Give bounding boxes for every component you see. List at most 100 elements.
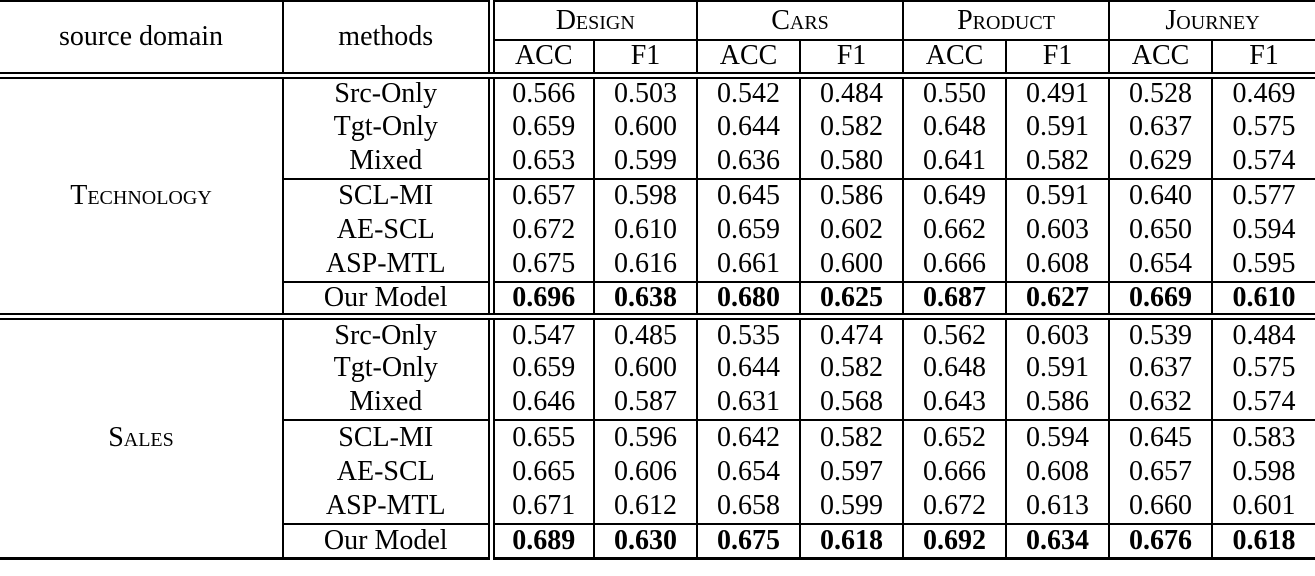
- acc-value-cell: 0.675: [487, 247, 594, 282]
- f1-value-cell: 0.634: [1005, 522, 1110, 558]
- acc-value-cell: 0.637: [1108, 351, 1213, 386]
- acc-value-cell: 0.687: [902, 281, 1007, 320]
- acc-header: ACC: [902, 40, 1007, 79]
- method-cell: AE-SCL: [282, 454, 491, 489]
- f1-value-cell: 0.591: [1005, 109, 1110, 144]
- f1-value-cell: 0.469: [1211, 75, 1315, 110]
- f1-value-cell: 0.583: [1211, 419, 1315, 455]
- table-row: Tgt-Only 0.659 0.600 0.644 0.582 0.648 0.591 0.…: [0, 109, 1315, 144]
- f1-value-cell: 0.597: [799, 454, 904, 489]
- f1-value-cell: 0.610: [1211, 281, 1315, 320]
- acc-value-cell: 0.661: [696, 247, 801, 282]
- table-row: Mixed 0.653 0.599 0.636 0.580 0.641 0.582 0.629…: [0, 144, 1315, 179]
- acc-value-cell: 0.675: [696, 522, 801, 558]
- f1-value-cell: 0.594: [1005, 419, 1110, 455]
- acc-value-cell: 0.654: [696, 454, 801, 489]
- f1-header: F1: [799, 40, 904, 79]
- acc-value-cell: 0.654: [1108, 247, 1213, 282]
- acc-value-cell: 0.696: [487, 281, 594, 320]
- method-cell: Tgt-Only: [282, 109, 491, 144]
- acc-value-cell: 0.692: [902, 522, 1007, 558]
- acc-value-cell: 0.689: [487, 522, 594, 558]
- f1-value-cell: 0.613: [1005, 489, 1110, 524]
- acc-header: ACC: [1108, 40, 1213, 79]
- acc-value-cell: 0.636: [696, 144, 801, 179]
- acc-value-cell: 0.649: [902, 177, 1007, 213]
- f1-value-cell: 0.574: [1211, 385, 1315, 420]
- f1-value-cell: 0.603: [1005, 316, 1110, 351]
- acc-value-cell: 0.655: [487, 419, 594, 455]
- acc-value-cell: 0.629: [1108, 144, 1213, 179]
- acc-value-cell: 0.637: [1108, 109, 1213, 144]
- group-header-row: source domain methods Design Cars Produc…: [0, 1, 1315, 79]
- f1-value-cell: 0.587: [592, 385, 698, 420]
- f1-value-cell: 0.485: [592, 316, 698, 351]
- table-row: Technology Src-Only 0.566 0.503 0.542 0.484 0.…: [0, 75, 1315, 320]
- f1-value-cell: 0.503: [592, 75, 698, 110]
- acc-value-cell: 0.648: [902, 109, 1007, 144]
- acc-value-cell: 0.631: [696, 385, 801, 420]
- acc-value-cell: 0.646: [487, 385, 594, 420]
- f1-value-cell: 0.602: [799, 213, 904, 248]
- acc-value-cell: 0.660: [1108, 489, 1213, 524]
- method-cell: ASP-MTL: [282, 247, 491, 282]
- acc-value-cell: 0.658: [696, 489, 801, 524]
- f1-header: F1: [1211, 40, 1315, 79]
- table-row: AE-SCL 0.665 0.606 0.654 0.597 0.666 0.608 0.65…: [0, 454, 1315, 489]
- source-domain-header: source domain: [0, 1, 283, 79]
- f1-value-cell: 0.474: [799, 316, 904, 351]
- f1-value-cell: 0.586: [799, 177, 904, 213]
- acc-value-cell: 0.528: [1108, 75, 1213, 110]
- f1-value-cell: 0.630: [592, 522, 698, 558]
- f1-value-cell: 0.612: [592, 489, 698, 524]
- f1-value-cell: 0.606: [592, 454, 698, 489]
- acc-value-cell: 0.669: [1108, 281, 1213, 320]
- acc-value-cell: 0.680: [696, 281, 801, 320]
- table-row: ASP-MTL 0.675 0.616 0.661 0.600 0.666 0.608 0.6…: [0, 247, 1315, 282]
- method-cell: SCL-MI: [282, 419, 491, 455]
- method-cell: Our Model: [282, 522, 491, 558]
- table-row: Tgt-Only 0.659 0.600 0.644 0.582 0.648 0.591 0.…: [0, 351, 1315, 386]
- acc-value-cell: 0.632: [1108, 385, 1213, 420]
- method-cell: Src-Only: [282, 316, 491, 351]
- acc-value-cell: 0.640: [1108, 177, 1213, 213]
- f1-value-cell: 0.600: [799, 247, 904, 282]
- acc-value-cell: 0.659: [487, 109, 594, 144]
- f1-value-cell: 0.638: [592, 281, 698, 320]
- acc-value-cell: 0.662: [902, 213, 1007, 248]
- acc-value-cell: 0.657: [1108, 454, 1213, 489]
- f1-value-cell: 0.600: [592, 351, 698, 386]
- acc-value-cell: 0.653: [487, 144, 594, 179]
- f1-value-cell: 0.625: [799, 281, 904, 320]
- table-row: SCL-MI 0.657 0.598 0.645 0.586 0.649 0.591 0.64…: [0, 177, 1315, 213]
- f1-value-cell: 0.586: [1005, 385, 1110, 420]
- metric-header-row: ACC F1 ACC F1 ACC F1 ACC F1: [0, 40, 1315, 79]
- acc-value-cell: 0.671: [487, 489, 594, 524]
- f1-value-cell: 0.574: [1211, 144, 1315, 179]
- f1-value-cell: 0.582: [799, 419, 904, 455]
- acc-value-cell: 0.562: [902, 316, 1007, 351]
- f1-value-cell: 0.491: [1005, 75, 1110, 110]
- acc-value-cell: 0.644: [696, 109, 801, 144]
- method-cell: Mixed: [282, 385, 491, 420]
- f1-value-cell: 0.599: [592, 144, 698, 179]
- f1-value-cell: 0.575: [1211, 109, 1315, 144]
- f1-value-cell: 0.618: [799, 522, 904, 558]
- acc-value-cell: 0.672: [902, 489, 1007, 524]
- f1-value-cell: 0.577: [1211, 177, 1315, 213]
- f1-value-cell: 0.616: [592, 247, 698, 282]
- acc-value-cell: 0.547: [487, 316, 594, 351]
- f1-value-cell: 0.598: [592, 177, 698, 213]
- f1-value-cell: 0.484: [1211, 316, 1315, 351]
- f1-value-cell: 0.582: [1005, 144, 1110, 179]
- f1-value-cell: 0.595: [1211, 247, 1315, 282]
- f1-value-cell: 0.618: [1211, 522, 1315, 558]
- f1-value-cell: 0.582: [799, 109, 904, 144]
- acc-value-cell: 0.642: [696, 419, 801, 455]
- acc-value-cell: 0.542: [696, 75, 801, 110]
- f1-value-cell: 0.484: [799, 75, 904, 110]
- table-row: Sales Src-Only 0.547 0.485 0.535 0.474 0.562 0.…: [0, 316, 1315, 452]
- table-row: SCL-MI 0.655 0.596 0.642 0.582 0.652 0.594 0.64…: [0, 419, 1315, 455]
- f1-value-cell: 0.591: [1005, 177, 1110, 213]
- table-header: source domain methods Design Cars Produc…: [0, 1, 1315, 79]
